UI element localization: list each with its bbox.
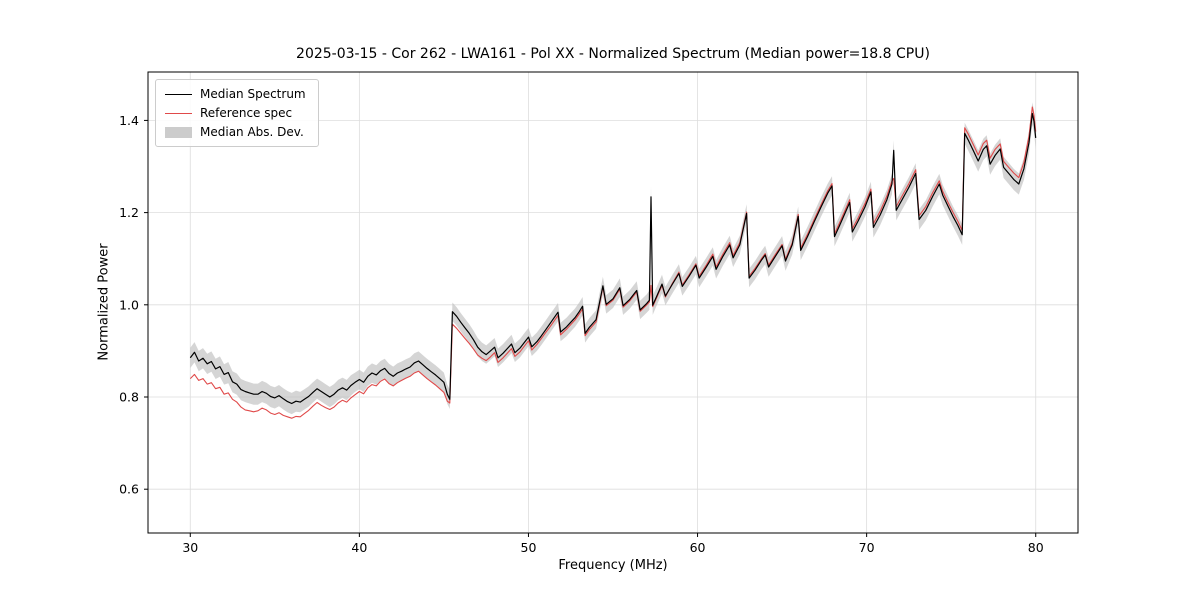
legend-label-reference-spec: Reference spec <box>200 106 293 120</box>
svg-text:0.6: 0.6 <box>119 482 139 497</box>
svg-text:30: 30 <box>182 540 198 555</box>
reference-line-swatch <box>165 112 192 114</box>
svg-text:1.2: 1.2 <box>119 205 139 220</box>
legend-item-median-spectrum: Median Spectrum <box>165 87 306 101</box>
svg-text:70: 70 <box>859 540 875 555</box>
chart-title: 2025-03-15 - Cor 262 - LWA161 - Pol XX -… <box>296 46 930 62</box>
legend-item-reference-spec: Reference spec <box>165 106 306 120</box>
median-line-swatch <box>165 93 192 95</box>
svg-text:1.4: 1.4 <box>119 113 139 128</box>
svg-text:1.0: 1.0 <box>119 297 139 312</box>
legend-label-median-abs-dev: Median Abs. Dev. <box>200 125 304 139</box>
svg-text:60: 60 <box>690 540 706 555</box>
svg-text:40: 40 <box>351 540 367 555</box>
legend-item-median-abs-dev: Median Abs. Dev. <box>165 125 306 139</box>
svg-text:50: 50 <box>521 540 537 555</box>
legend-label-median-spectrum: Median Spectrum <box>200 87 306 101</box>
svg-text:0.8: 0.8 <box>119 390 139 405</box>
mad-band-swatch <box>165 126 192 138</box>
x-axis-label: Frequency (MHz) <box>558 558 668 573</box>
svg-text:80: 80 <box>1028 540 1044 555</box>
legend: Median Spectrum Reference spec Median Ab… <box>155 79 319 147</box>
